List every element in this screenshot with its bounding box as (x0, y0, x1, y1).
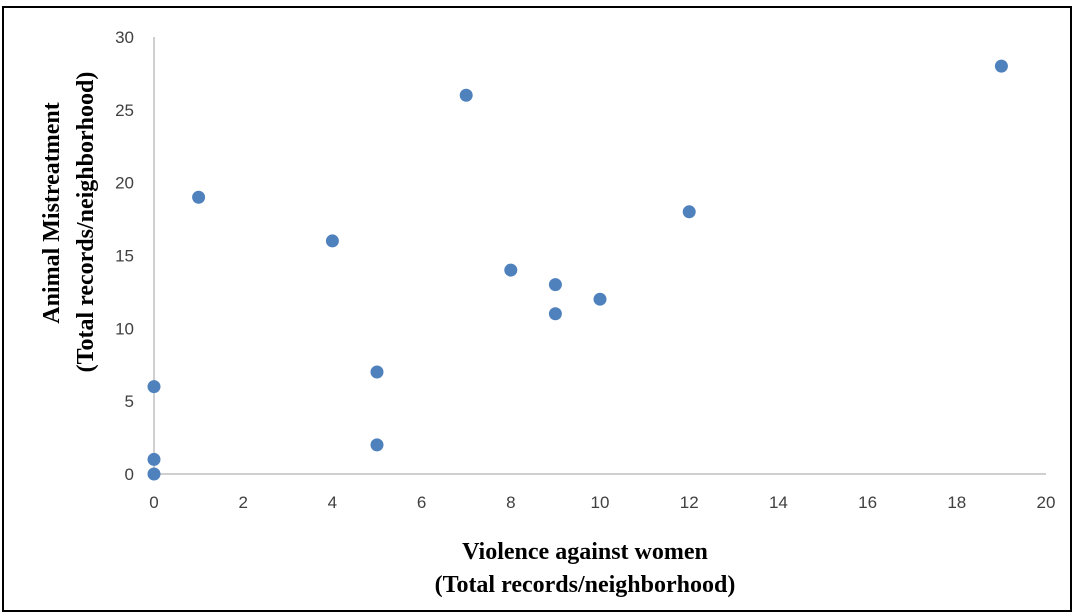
data-point (504, 263, 518, 277)
y-tick-label: 5 (125, 392, 134, 411)
x-tick-label: 10 (591, 493, 610, 512)
x-tick-label: 4 (328, 493, 337, 512)
y-axis-title-line1: Animal Mistreatment (39, 102, 65, 324)
x-tick-label: 2 (238, 493, 247, 512)
data-point (682, 205, 696, 219)
x-tick-label: 6 (417, 493, 426, 512)
x-tick-labels: 0 2 4 6 8 10 12 14 16 18 20 (149, 493, 1055, 512)
chart-frame (2, 6, 1072, 612)
data-point (370, 438, 384, 452)
y-tick-label: 25 (115, 101, 134, 120)
y-tick-labels: 0 5 10 15 20 25 30 (115, 28, 134, 484)
x-tick-label: 8 (506, 493, 515, 512)
data-point (147, 452, 161, 466)
x-tick-label: 0 (149, 493, 158, 512)
x-tick-label: 12 (680, 493, 699, 512)
x-axis-title-line1: Violence against women (462, 539, 708, 565)
data-point (548, 307, 562, 321)
x-axis-title-line2: (Total records/neighborhood) (435, 572, 736, 598)
y-tick-label: 20 (115, 174, 134, 193)
y-tick-label: 0 (125, 465, 134, 484)
x-tick-label: 16 (858, 493, 877, 512)
data-point (548, 278, 562, 292)
data-point (593, 292, 607, 306)
axes (153, 37, 1046, 475)
data-point (994, 59, 1008, 73)
data-point (370, 365, 384, 379)
x-tick-label: 18 (947, 493, 966, 512)
x-tick-label: 14 (769, 493, 788, 512)
y-tick-label: 10 (115, 319, 134, 338)
y-axis-title-line2: (Total records/neighborhood) (73, 72, 99, 373)
y-tick-label: 15 (115, 247, 134, 266)
data-point (192, 190, 206, 204)
y-tick-label: 30 (115, 28, 134, 47)
data-point (147, 467, 161, 481)
data-point (325, 234, 339, 248)
data-point (147, 380, 161, 394)
data-point (459, 88, 473, 102)
x-tick-label: 20 (1037, 493, 1056, 512)
data-points (147, 59, 1008, 481)
